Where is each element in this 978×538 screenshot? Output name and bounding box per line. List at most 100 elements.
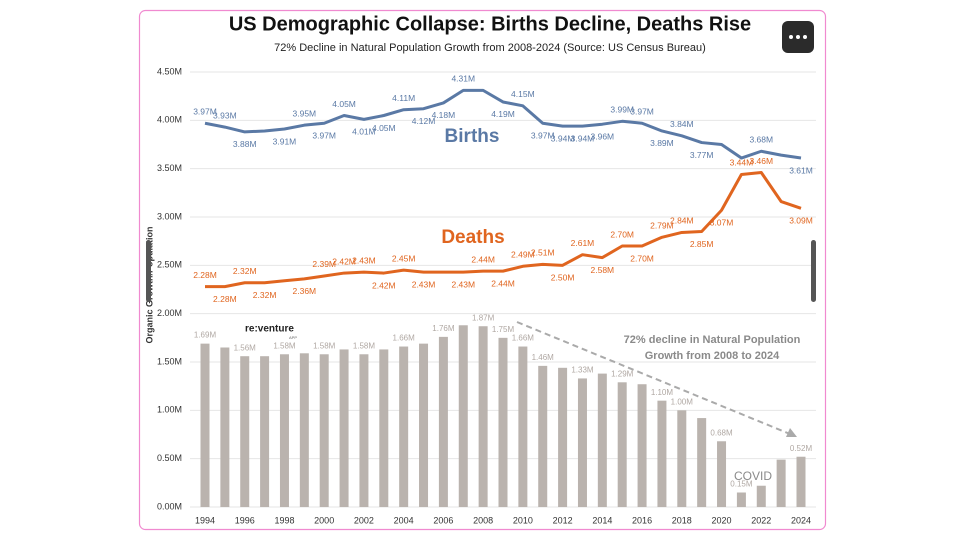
annotation: 72% decline in Natural Population — [624, 334, 801, 346]
x-tick-label: 2000 — [314, 515, 334, 525]
scroll-handle[interactable] — [146, 240, 151, 302]
series-label: Deaths — [441, 227, 504, 248]
bar — [438, 336, 448, 507]
x-tick-label: 2002 — [354, 515, 374, 525]
data-label: 2.50M — [551, 273, 575, 283]
data-label: 2.42M — [332, 256, 356, 266]
chart-subtitle: 72% Decline in Natural Population Growth… — [274, 42, 706, 54]
data-label: 3.95M — [293, 108, 317, 118]
data-label: 3.97M — [312, 130, 336, 140]
bar — [498, 337, 508, 507]
data-label: 4.05M — [372, 123, 396, 133]
data-label: 2.45M — [392, 253, 416, 263]
data-label: 3.09M — [789, 216, 813, 226]
x-tick-label: 2022 — [751, 515, 771, 525]
bar — [319, 354, 329, 507]
bar — [717, 441, 727, 507]
data-label: 1.66M — [393, 334, 416, 343]
more-dot — [789, 35, 793, 39]
data-label: 2.44M — [471, 254, 495, 264]
data-label: 3.84M — [670, 119, 694, 129]
bar — [657, 400, 667, 507]
data-label: 3.07M — [710, 217, 734, 227]
x-tick-label: 1994 — [195, 515, 215, 525]
series-label: Births — [445, 126, 500, 147]
annotation: COVID — [734, 469, 772, 483]
bar — [299, 353, 309, 507]
data-label: 2.43M — [451, 279, 475, 289]
bar — [617, 382, 627, 507]
bar — [697, 418, 707, 507]
trend-arrow — [516, 321, 791, 435]
data-label: 3.68M — [749, 135, 773, 145]
data-label: 3.96M — [591, 131, 615, 141]
bar — [577, 378, 587, 507]
bar — [677, 410, 687, 507]
y-tick-label: 2.50M — [157, 260, 182, 270]
bar — [419, 343, 429, 507]
data-label: 1.56M — [234, 343, 257, 352]
data-label: 2.32M — [253, 290, 277, 300]
bar — [399, 346, 409, 507]
bar — [796, 456, 806, 507]
chart-title: US Demographic Collapse: Births Decline,… — [229, 13, 751, 35]
data-label: 2.70M — [610, 229, 634, 239]
bar — [339, 349, 349, 507]
data-label: 1.75M — [492, 325, 515, 334]
bar — [558, 367, 568, 507]
y-tick-label: 2.00M — [157, 308, 182, 318]
data-label: 3.94M — [551, 133, 575, 143]
y-tick-label: 4.50M — [157, 66, 182, 76]
plot: 0.00M 0.50M 1.00M 1.50M 2.00M 2.50M 3.00M 3.50M… — [157, 66, 816, 525]
data-label: 3.99M — [610, 105, 634, 115]
data-label: 2.58M — [591, 265, 615, 275]
data-label: 2.49M — [511, 250, 535, 260]
bar — [518, 346, 528, 507]
bar — [260, 356, 270, 507]
bar — [637, 384, 647, 507]
data-label: 2.79M — [650, 221, 674, 231]
bar — [478, 326, 488, 507]
scroll-handle[interactable] — [811, 240, 816, 302]
data-label: 1.66M — [512, 334, 535, 343]
data-label: 1.69M — [194, 331, 217, 340]
data-label: 2.85M — [690, 239, 714, 249]
data-label: 4.11M — [392, 93, 415, 103]
data-label: 4.19M — [491, 109, 515, 119]
data-label: 2.84M — [670, 216, 694, 226]
x-tick-label: 2004 — [394, 515, 414, 525]
data-label: 1.00M — [671, 397, 694, 406]
data-label: 4.01M — [352, 127, 376, 137]
data-label: 3.88M — [233, 139, 257, 149]
data-label: 3.93M — [213, 110, 237, 120]
x-tick-label: 2024 — [791, 515, 811, 525]
logo: re:venture — [245, 324, 294, 335]
annotation: Growth from 2008 to 2024 — [645, 350, 780, 362]
trend-arrow-head — [786, 428, 797, 437]
x-tick-label: 2014 — [592, 515, 612, 525]
data-label: 1.76M — [432, 324, 455, 333]
data-label: 2.43M — [352, 255, 376, 265]
data-label: 3.97M — [193, 106, 217, 116]
data-label: 1.58M — [273, 341, 296, 350]
data-label: 3.77M — [690, 150, 714, 160]
x-tick-label: 2020 — [712, 515, 732, 525]
bar — [240, 356, 250, 507]
data-label: 3.97M — [630, 106, 654, 116]
data-label: 2.36M — [293, 286, 317, 296]
y-tick-label: 3.00M — [157, 211, 182, 221]
data-label: 3.94M — [571, 133, 595, 143]
bar — [736, 492, 746, 507]
data-label: 3.46M — [749, 156, 773, 166]
data-label: 1.29M — [611, 369, 634, 378]
data-label: 3.91M — [273, 136, 297, 146]
data-label: 4.12M — [412, 116, 436, 126]
data-label: 2.51M — [531, 248, 555, 258]
data-label: 2.43M — [412, 279, 436, 289]
data-label: 4.31M — [451, 74, 475, 84]
data-label: 2.61M — [571, 238, 595, 248]
data-label: 2.32M — [233, 266, 257, 276]
x-tick-label: 2008 — [473, 515, 493, 525]
data-label: 0.68M — [710, 428, 733, 437]
data-label: 3.61M — [789, 165, 813, 175]
